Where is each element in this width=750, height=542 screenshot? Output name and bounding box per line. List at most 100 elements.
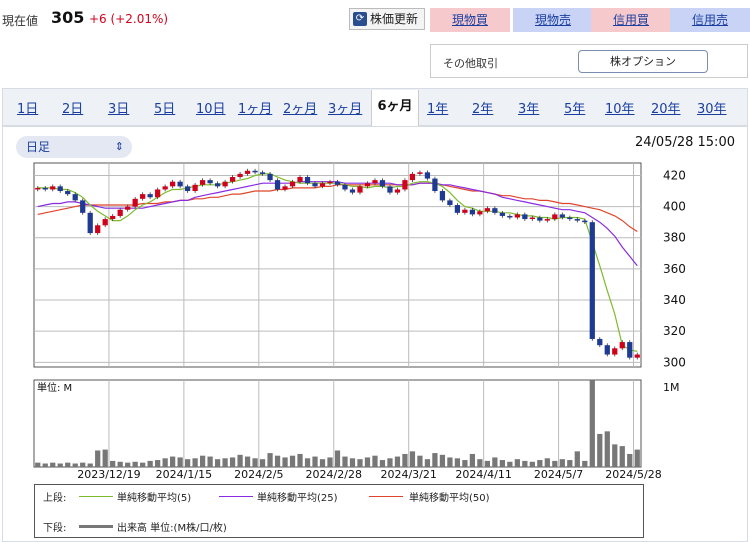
volume-bar xyxy=(454,458,461,467)
candle-body xyxy=(222,181,228,187)
other-trades-box: その他取引 株オプション xyxy=(430,44,748,78)
candle-body xyxy=(57,186,63,192)
volume-bar xyxy=(634,449,640,467)
volume-bar xyxy=(522,460,528,467)
candle-body xyxy=(237,173,243,178)
volume-bar xyxy=(312,456,318,467)
legend-ma25: 単純移動平均(25) xyxy=(257,493,338,504)
volume-bar xyxy=(87,463,93,467)
y-tick-label: 340 xyxy=(663,293,686,307)
volume-bar xyxy=(304,458,311,467)
tab-1y[interactable]: 1年 xyxy=(427,102,449,117)
tab-3m[interactable]: 3ヶ月 xyxy=(328,102,363,117)
price-plot-frame xyxy=(33,162,642,368)
tab-5y[interactable]: 5年 xyxy=(564,102,586,117)
volume-bar xyxy=(72,463,78,467)
candle-body xyxy=(589,222,595,339)
volume-bar xyxy=(42,463,48,467)
x-tick-label: 2024/1/15 xyxy=(156,468,212,481)
tab-20y[interactable]: 20年 xyxy=(651,102,681,117)
margin-buy-button[interactable]: 信用買 xyxy=(591,8,671,32)
legend-ma5-swatch xyxy=(79,496,113,497)
candle-body xyxy=(604,345,610,355)
tab-30y[interactable]: 30年 xyxy=(697,102,727,117)
volume-bar xyxy=(604,431,610,467)
legend-ma50-swatch xyxy=(369,496,403,497)
candle-body xyxy=(334,181,341,185)
tab-6m[interactable]: 6ヶ月 xyxy=(371,90,419,127)
candle-body xyxy=(492,208,498,213)
volume-bar xyxy=(372,455,378,467)
volume-bar xyxy=(147,460,153,467)
candle-body xyxy=(282,186,288,190)
volume-bar xyxy=(559,459,565,467)
candle-body xyxy=(267,173,273,181)
candle-body xyxy=(244,170,251,174)
volume-bar xyxy=(192,458,198,467)
volume-bar xyxy=(327,457,333,467)
interval-select[interactable]: 日足 ⇕ xyxy=(16,136,132,158)
candle-body xyxy=(387,186,393,193)
candle-body xyxy=(289,181,296,187)
cash-buy-button[interactable]: 現物買 xyxy=(430,8,510,32)
candle-body xyxy=(522,214,528,220)
volume-bar xyxy=(612,444,618,467)
candle-body xyxy=(597,338,603,346)
tab-5d[interactable]: 5日 xyxy=(154,102,176,117)
volume-bar xyxy=(334,450,341,467)
y-tick-label: 300 xyxy=(663,355,686,369)
candle-body xyxy=(155,189,161,198)
stock-option-button[interactable]: 株オプション xyxy=(578,50,708,73)
volume-bar xyxy=(267,453,273,467)
candle-body xyxy=(402,180,408,190)
volume-bar xyxy=(469,453,476,467)
volume-bar xyxy=(57,463,63,467)
candle-body xyxy=(529,217,535,220)
candle-body xyxy=(559,214,565,218)
volume-bar xyxy=(125,462,131,467)
volume-bar xyxy=(552,460,558,467)
candle-body xyxy=(612,348,618,355)
candle-body xyxy=(507,215,513,218)
candle-body xyxy=(379,180,386,187)
candle-body xyxy=(447,200,453,206)
other-trades-label: その他取引 xyxy=(443,57,498,70)
candle-body xyxy=(312,183,318,187)
volume-bar xyxy=(185,459,191,467)
candle-body xyxy=(72,194,78,201)
candle-body xyxy=(192,184,198,192)
margin-sell-button[interactable]: 信用売 xyxy=(670,8,750,32)
tab-1m[interactable]: 1ヶ月 xyxy=(238,102,273,117)
candle-body xyxy=(409,173,416,181)
cash-sell-button[interactable]: 現物売 xyxy=(513,8,593,32)
tab-2d[interactable]: 2日 xyxy=(62,102,84,117)
volume-bar xyxy=(214,459,221,467)
current-price-label: 現在値 xyxy=(2,14,39,28)
candle-body xyxy=(274,180,281,190)
chart-legend: 上段: 単純移動平均(5) 単純移動平均(25) 単純移動平均(50) 下段: … xyxy=(34,484,644,538)
tab-10d[interactable]: 10日 xyxy=(196,102,226,117)
candle-body xyxy=(544,219,550,221)
volume-bar xyxy=(462,460,468,467)
candle-body xyxy=(177,181,183,187)
interval-value: 日足 xyxy=(26,140,51,154)
tab-1d[interactable]: 1日 xyxy=(17,102,39,117)
tab-2m[interactable]: 2ヶ月 xyxy=(283,102,318,117)
refresh-price-button[interactable]: ⟳ 株価更新 xyxy=(349,8,425,30)
candle-body xyxy=(357,186,363,193)
tab-10y[interactable]: 10年 xyxy=(605,102,635,117)
tab-3d[interactable]: 3日 xyxy=(108,102,130,117)
candle-body xyxy=(424,172,431,179)
candle-body xyxy=(65,191,71,195)
candle-body xyxy=(132,198,138,207)
refresh-price-label: 株価更新 xyxy=(370,12,419,26)
candle-body xyxy=(80,200,86,213)
candle-body xyxy=(95,225,101,234)
tab-2y[interactable]: 2年 xyxy=(472,102,494,117)
volume-bar xyxy=(387,458,393,467)
tab-3y[interactable]: 3年 xyxy=(518,102,540,117)
y-tick-label: 380 xyxy=(663,231,686,245)
volume-bar xyxy=(544,458,550,467)
volume-bar xyxy=(35,462,41,467)
volume-bar xyxy=(619,446,625,467)
